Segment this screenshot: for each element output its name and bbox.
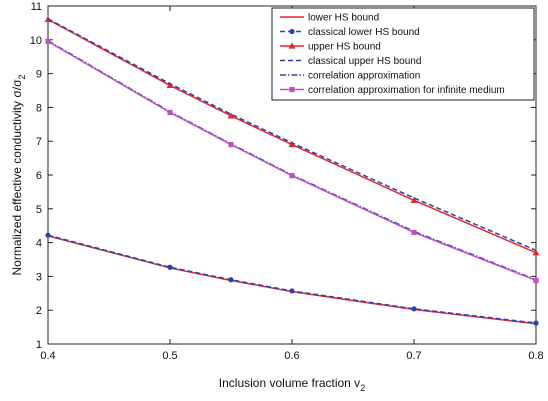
y-tick-label: 6 xyxy=(36,170,42,182)
axis-ticks: 0.4 0.5 0.6 0.7 0.8 1 2 3 4 5 6 7 8 9 10 11 xyxy=(30,1,544,362)
legend-label: classical lower HS bound xyxy=(308,27,420,38)
series-1 xyxy=(45,232,539,326)
legend-label: lower HS bound xyxy=(308,13,379,24)
x-tick-label: 0.5 xyxy=(162,350,177,362)
y-tick-label: 8 xyxy=(36,102,42,114)
y-tick-label: 7 xyxy=(36,136,42,148)
data-point xyxy=(45,38,51,45)
legend-label: classical upper HS bound xyxy=(308,56,421,67)
legend-box xyxy=(271,7,535,101)
y-tick-label: 5 xyxy=(36,204,42,216)
data-point xyxy=(228,141,234,148)
y-tick-label: 2 xyxy=(36,305,42,317)
legend-label: correlation approximation xyxy=(308,71,420,82)
y-tick-label: 9 xyxy=(36,69,42,81)
data-point xyxy=(411,306,417,312)
legend-label: upper HS bound xyxy=(308,42,381,53)
y-tick-label: 11 xyxy=(31,1,42,13)
legend-label: correlation approximation for infinite m… xyxy=(308,85,505,96)
series-5 xyxy=(45,38,539,284)
x-tick-label: 0.6 xyxy=(284,350,299,362)
legend-marker xyxy=(288,42,296,49)
data-point xyxy=(167,109,173,116)
data-point xyxy=(45,232,51,238)
legend-marker xyxy=(289,28,295,35)
data-point xyxy=(532,249,540,256)
legend: lower HS bound classical lower HS bound up… xyxy=(271,7,535,101)
series-layer xyxy=(44,15,540,326)
y-tick-label: 10 xyxy=(30,35,42,47)
y-tick-label: 3 xyxy=(36,271,42,283)
data-point xyxy=(167,264,173,270)
data-point xyxy=(289,288,295,294)
data-point xyxy=(289,173,295,179)
series-3 xyxy=(47,18,537,252)
series-line xyxy=(47,18,537,252)
data-point xyxy=(166,81,174,89)
data-point xyxy=(410,196,418,203)
data-point xyxy=(228,277,234,283)
data-point xyxy=(533,277,539,284)
data-point xyxy=(533,320,539,326)
series-line xyxy=(47,234,537,324)
series-line xyxy=(47,40,537,282)
x-tick-label: 0.4 xyxy=(40,350,55,362)
series-line xyxy=(47,18,537,254)
data-point xyxy=(227,112,235,119)
legend-marker xyxy=(289,86,295,93)
series-2 xyxy=(44,15,540,256)
data-point xyxy=(411,229,417,236)
data-point xyxy=(288,140,296,148)
y-tick-label: 1 xyxy=(36,339,42,351)
y-axis-label: Normalized effective conductivity σ/σ2 xyxy=(10,74,27,275)
x-tick-label: 0.7 xyxy=(406,350,421,362)
y-tick-label: 4 xyxy=(36,238,42,250)
x-axis-label: Inclusion volume fraction v2 xyxy=(219,376,365,393)
x-tick-label: 0.8 xyxy=(528,350,543,362)
